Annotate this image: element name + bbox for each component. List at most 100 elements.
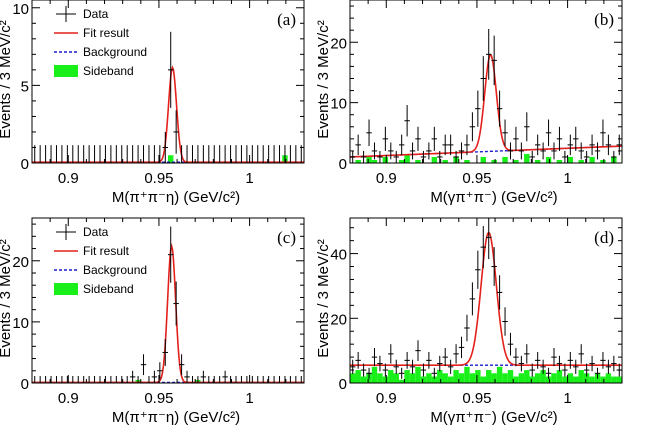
plot-area — [32, 226, 304, 383]
data-point — [80, 145, 87, 163]
sideband-bar — [545, 156, 552, 163]
sideband-bar — [480, 376, 486, 383]
data-point — [265, 145, 272, 163]
sideband-bar — [458, 373, 465, 383]
data-point — [162, 339, 168, 366]
data-point — [437, 150, 443, 163]
data-point — [42, 145, 49, 163]
data-point — [238, 145, 245, 163]
data-point — [398, 134, 405, 156]
sideband-bar — [578, 159, 584, 163]
legend-label: Data — [83, 7, 109, 21]
data-point — [97, 145, 103, 163]
data-point — [567, 351, 574, 369]
data-point — [377, 355, 383, 372]
y-tick-label: 20 — [330, 35, 347, 52]
data-point — [113, 145, 120, 163]
data-point — [583, 150, 590, 163]
data-point — [64, 375, 71, 383]
data-point — [271, 145, 277, 163]
data-point — [534, 351, 541, 369]
data-point — [108, 145, 114, 163]
data-point — [545, 119, 552, 147]
data-point — [605, 359, 612, 374]
data-point — [298, 145, 304, 163]
data-point — [551, 348, 557, 367]
legend-label: Data — [83, 225, 109, 239]
data-point — [388, 142, 394, 160]
y-tick-label: 5 — [21, 78, 29, 95]
data-point — [211, 375, 217, 383]
panel-label: (a) — [277, 10, 296, 29]
sideband-bar — [371, 366, 378, 383]
y-axis-title: Events / 3 MeV/c² — [315, 20, 332, 138]
data-point — [276, 145, 283, 163]
plot-frame — [349, 0, 623, 164]
data-point — [529, 363, 535, 377]
data-point — [282, 145, 288, 163]
data-point — [124, 375, 130, 383]
data-point — [260, 375, 266, 383]
sideband-bar — [551, 373, 557, 383]
sideband-bar — [562, 376, 568, 383]
data-point — [534, 134, 541, 156]
data-point — [605, 134, 612, 156]
data-point — [350, 359, 356, 374]
data-point — [75, 375, 81, 383]
data-point — [255, 375, 261, 383]
legend-label: Background — [83, 263, 147, 277]
data-point — [371, 348, 378, 367]
sideband-bar — [371, 159, 378, 163]
fit-curve — [32, 242, 304, 383]
x-tick-label: 1 — [563, 390, 571, 407]
x-tick-label: 0.95 — [144, 390, 173, 407]
sideband-bar — [507, 370, 514, 383]
data-point — [355, 134, 361, 156]
data-point — [173, 110, 179, 154]
sideband-bar — [491, 373, 497, 383]
sideband-bar — [567, 373, 574, 383]
sideband-bar — [540, 370, 546, 383]
data-point — [244, 375, 250, 383]
data-point — [491, 35, 497, 86]
data-point — [80, 375, 87, 383]
y-tick-label: 0 — [339, 156, 347, 173]
sideband-bar — [431, 156, 438, 163]
data-point — [458, 142, 465, 160]
data-point — [371, 142, 378, 160]
data-point — [184, 370, 190, 383]
data-point — [157, 362, 163, 380]
data-point — [480, 226, 486, 269]
data-point — [600, 119, 606, 147]
data-point — [91, 375, 98, 383]
data-point — [524, 344, 530, 364]
legend-label: Fit result — [83, 26, 130, 40]
sideband-bar — [605, 373, 612, 383]
sideband-bar — [589, 156, 595, 163]
data-point — [195, 145, 201, 163]
data-point — [518, 355, 525, 372]
data-point — [216, 375, 223, 383]
data-point — [540, 142, 546, 160]
sideband-bar — [442, 159, 448, 163]
data-point — [135, 375, 141, 383]
data-point — [293, 375, 299, 383]
data-point — [206, 375, 212, 383]
sideband-bar — [611, 376, 617, 383]
x-tick-label: 0.9 — [58, 390, 79, 407]
data-point — [393, 150, 399, 163]
sideband-bar — [366, 156, 372, 163]
sideband-bar — [350, 373, 356, 383]
data-point — [556, 126, 563, 151]
data-point — [355, 351, 361, 369]
data-point — [469, 112, 476, 142]
data-point — [458, 336, 465, 359]
data-point — [146, 375, 152, 383]
sideband-bar — [398, 159, 405, 163]
sideband-bar — [502, 373, 508, 383]
data-point — [140, 354, 147, 376]
data-point — [271, 375, 277, 383]
y-tick-label: 0 — [21, 376, 29, 393]
